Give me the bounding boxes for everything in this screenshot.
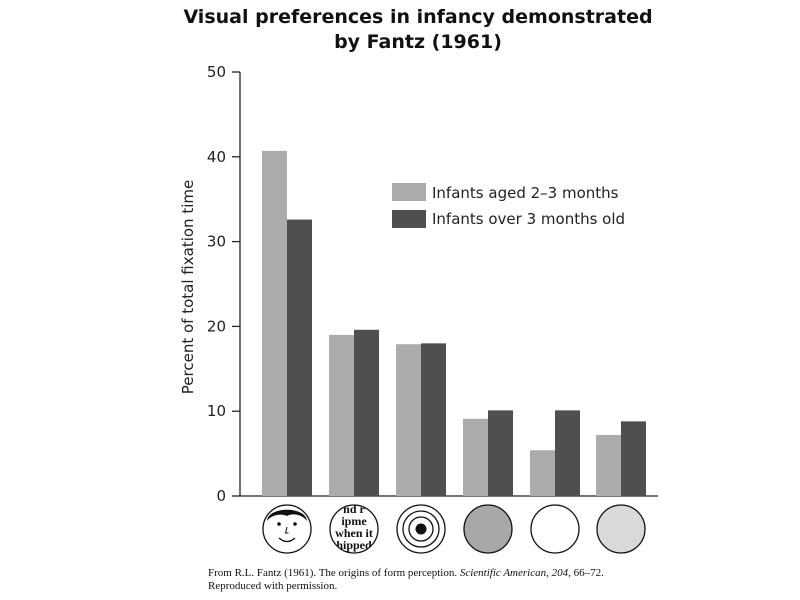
source-pages: , 66–72.: [568, 567, 604, 579]
bar-old-light-gray-disk-stimulus: [621, 421, 646, 496]
y-tick-label: 30: [207, 233, 226, 251]
legend: Infants aged 2–3 months Infants over 3 m…: [392, 183, 625, 228]
bar-young-face-stimulus: [262, 150, 287, 496]
bullseye-stimulus-icon: [396, 504, 446, 554]
bar-young-bullseye-stimulus: [396, 344, 421, 496]
source-citation: From R.L. Fantz (1961). The origins of f…: [208, 567, 768, 593]
y-tick-label: 0: [216, 487, 226, 505]
source-prefix: From R.L. Fantz (1961). The origins of f…: [208, 567, 460, 579]
print-line-4: hipped: [336, 538, 372, 552]
source-line-2: Reproduced with permission.: [208, 580, 338, 592]
print-stimulus-icon: nd r ipme when it hipped re: [329, 502, 379, 563]
y-tick-label: 40: [207, 148, 226, 166]
chart-title-line-2: by Fantz (1961): [334, 31, 502, 53]
print-line-3: when it: [335, 526, 373, 540]
bars-group: [262, 150, 646, 496]
white-disk-stimulus-icon: [530, 504, 580, 554]
legend-swatch-old: [392, 210, 426, 228]
y-axis-label: Percent of total fixation time: [179, 180, 197, 394]
source-line-1: From R.L. Fantz (1961). The origins of f…: [208, 567, 768, 580]
print-line-5: re: [349, 549, 360, 563]
source-journal: Scientific American: [459, 567, 547, 579]
legend-label-old: Infants over 3 months old: [432, 210, 625, 228]
y-tick-label: 10: [207, 402, 226, 420]
bar-young-print-stimulus: [329, 334, 354, 496]
bar-old-print-stimulus: [354, 329, 379, 496]
source-volume: 204: [551, 567, 569, 579]
y-tick-label: 50: [207, 63, 226, 81]
light-gray-disk-stimulus-icon: [596, 504, 646, 554]
bar-young-white-disk-stimulus: [530, 450, 555, 496]
bar-old-bullseye-stimulus: [421, 343, 446, 496]
chart-title-line-1: Visual preferences in infancy demonstrat…: [183, 6, 652, 28]
bar-old-gray-disk-stimulus: [488, 410, 513, 496]
gray-disk-stimulus-icon: [463, 504, 513, 554]
legend-label-young: Infants aged 2–3 months: [432, 184, 619, 202]
print-line-1: nd r: [343, 502, 365, 516]
bar-old-face-stimulus: [287, 219, 312, 496]
print-line-2: ipme: [341, 514, 367, 528]
bar-old-white-disk-stimulus: [555, 410, 580, 496]
bar-young-gray-disk-stimulus: [463, 418, 488, 496]
source-separator: ,: [546, 567, 552, 579]
face-stimulus-icon: [262, 504, 312, 554]
face-hair: [267, 509, 307, 521]
legend-swatch-young: [392, 183, 426, 201]
bar-young-light-gray-disk-stimulus: [596, 434, 621, 496]
y-tick-label: 20: [207, 317, 226, 335]
